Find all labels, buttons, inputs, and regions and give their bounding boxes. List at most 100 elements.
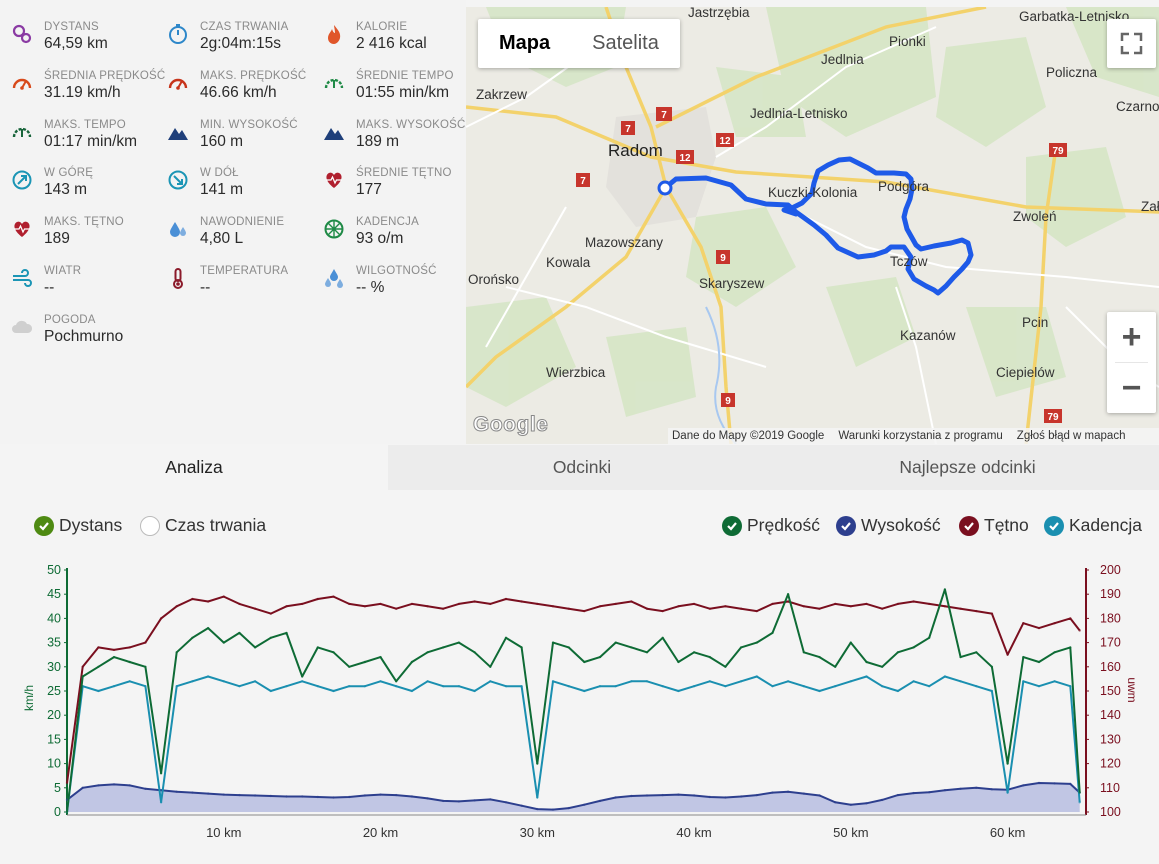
y-right-tick-label: 190 [1100, 587, 1121, 601]
svg-text:79: 79 [1047, 412, 1059, 423]
point-predkosc [849, 641, 852, 644]
point-kadencja [551, 680, 555, 683]
point-tetno [928, 602, 931, 606]
point-kadencja [567, 685, 570, 688]
point-kadencja [1006, 791, 1009, 794]
point-kadencja [661, 685, 664, 688]
road-number-79: 79 [1052, 146, 1064, 157]
point-kadencja [1078, 801, 1081, 804]
point-wysokosc [520, 804, 523, 807]
legend-label: Kadencja [1069, 515, 1142, 535]
stat-kalorie: KALORIE 2 416 kcal [312, 20, 468, 66]
x-mode-czas-trwania[interactable]: Czas trwania [140, 515, 266, 536]
svg-text:7: 7 [661, 110, 667, 121]
point-wysokosc [128, 784, 131, 787]
point-kadencja [739, 680, 743, 683]
terms-link[interactable]: Warunki korzystania z programu [838, 430, 1003, 442]
point-predkosc [301, 675, 304, 678]
stat-label: DYSTANS [44, 21, 99, 33]
point-predkosc [755, 641, 758, 644]
stat-value: 64,59 km [44, 35, 108, 52]
stat-value: 2g:04m:15s [200, 35, 281, 52]
stat-value: 141 m [200, 181, 244, 198]
svg-text:Radom: Radom [608, 141, 663, 160]
y-left-tick-label: 5 [54, 781, 61, 795]
point-predkosc [175, 651, 178, 654]
point-wysokosc [881, 798, 884, 802]
pace-gauge-icon [10, 120, 34, 144]
report-error-link[interactable]: Zgłoś błąd w mapach [1016, 430, 1126, 442]
point-kadencja [504, 685, 508, 688]
series-toggle-wysokosc[interactable]: Wysokość [836, 515, 941, 536]
fullscreen-button[interactable] [1107, 19, 1156, 68]
svg-text:Zwoleń: Zwoleń [1013, 209, 1057, 224]
x-tick-label: 40 km [676, 825, 711, 840]
point-kadencja [395, 685, 398, 688]
legend-label: Wysokość [861, 515, 941, 535]
zoom-in-button[interactable]: + [1121, 317, 1142, 356]
point-predkosc [395, 680, 398, 683]
stat-srednia-predkosc: ŚREDNIA PRĘDKOŚĆ 31.19 km/h [0, 69, 165, 115]
svg-text:Mazowszany: Mazowszany [585, 235, 663, 250]
point-tetno [645, 607, 649, 610]
point-wysokosc [395, 793, 398, 797]
point-wysokosc [457, 800, 461, 803]
tab-najlepsze-odcinki[interactable]: Najlepsze odcinki [899, 457, 1036, 477]
point-wysokosc [81, 786, 84, 789]
google-logo: Google [472, 413, 549, 437]
point-wysokosc [645, 794, 649, 797]
point-kadencja [285, 685, 288, 688]
y-left-tick-label: 50 [47, 563, 61, 577]
point-tetno [724, 605, 727, 608]
checkbox-checked-icon [722, 515, 742, 536]
point-tetno [504, 597, 508, 601]
point-predkosc [410, 660, 414, 664]
place-labels: Jastrzębia Garbatka-Letnisko Pionki Jedl… [468, 7, 1159, 380]
point-wysokosc [818, 794, 821, 797]
tab-analiza[interactable]: Analiza [0, 445, 388, 490]
point-wysokosc [990, 788, 994, 791]
series-toggle-kadencja[interactable]: Kadencja [1044, 515, 1142, 536]
legend-label: Czas trwania [165, 515, 267, 535]
point-predkosc [457, 641, 461, 644]
map-type-satellite-button[interactable]: Satelita [592, 32, 659, 54]
point-tetno [551, 605, 555, 608]
point-predkosc [1022, 655, 1025, 659]
map-type-map-button[interactable]: Mapa [499, 32, 551, 54]
tab-odcinki[interactable]: Odcinki [552, 457, 612, 477]
arrow-down-circle-icon [166, 168, 190, 192]
point-kadencja [175, 685, 178, 688]
zoom-out-button[interactable]: − [1121, 368, 1142, 407]
map-data-credit: Dane do Mapy ©2019 Google [672, 430, 825, 442]
x-mode-dystans[interactable]: Dystans [34, 515, 122, 536]
point-wysokosc [379, 793, 382, 796]
point-tetno [332, 595, 335, 598]
activity-chart[interactable]: 5045403530252015105020019018017016015014… [0, 490, 1159, 864]
point-predkosc [771, 631, 774, 635]
y-left-tick-label: 0 [54, 805, 61, 819]
point-kadencja [301, 680, 304, 683]
zoom-divider [1115, 362, 1148, 363]
series-toggle-predkosc[interactable]: Prędkość [722, 515, 820, 536]
stat-label: MAKS. TEMPO [44, 119, 126, 131]
svg-text:Czarno: Czarno [1116, 99, 1159, 114]
stat-label: KADENCJA [356, 216, 419, 228]
point-kadencja [144, 685, 147, 688]
point-tetno [802, 605, 805, 608]
point-tetno [834, 602, 837, 606]
point-predkosc [865, 660, 868, 664]
route-map[interactable]: 7 12 12 7 9 9 79 79 7 Jastrzębia Garbatk… [466, 7, 1159, 444]
point-predkosc [1006, 762, 1009, 765]
svg-text:Kuczki-Kolonia: Kuczki-Kolonia [768, 185, 858, 200]
y-right-tick-label: 100 [1100, 805, 1121, 819]
point-predkosc [253, 646, 257, 649]
map-canvas[interactable]: 7 12 12 7 9 9 79 79 7 Jastrzębia Garbatk… [466, 7, 1159, 444]
stat-czas-trwania: CZAS TRWANIA 2g:04m:15s [156, 20, 312, 66]
humidity-drops-icon [322, 266, 346, 290]
point-tetno [786, 600, 790, 603]
point-predkosc [128, 660, 131, 664]
stat-w-dol: W DÓŁ 141 m [156, 166, 312, 212]
series-toggle-tetno[interactable]: Tętno [959, 515, 1029, 536]
y-right-axis-label: uwm [1125, 677, 1139, 702]
point-predkosc [802, 651, 805, 654]
